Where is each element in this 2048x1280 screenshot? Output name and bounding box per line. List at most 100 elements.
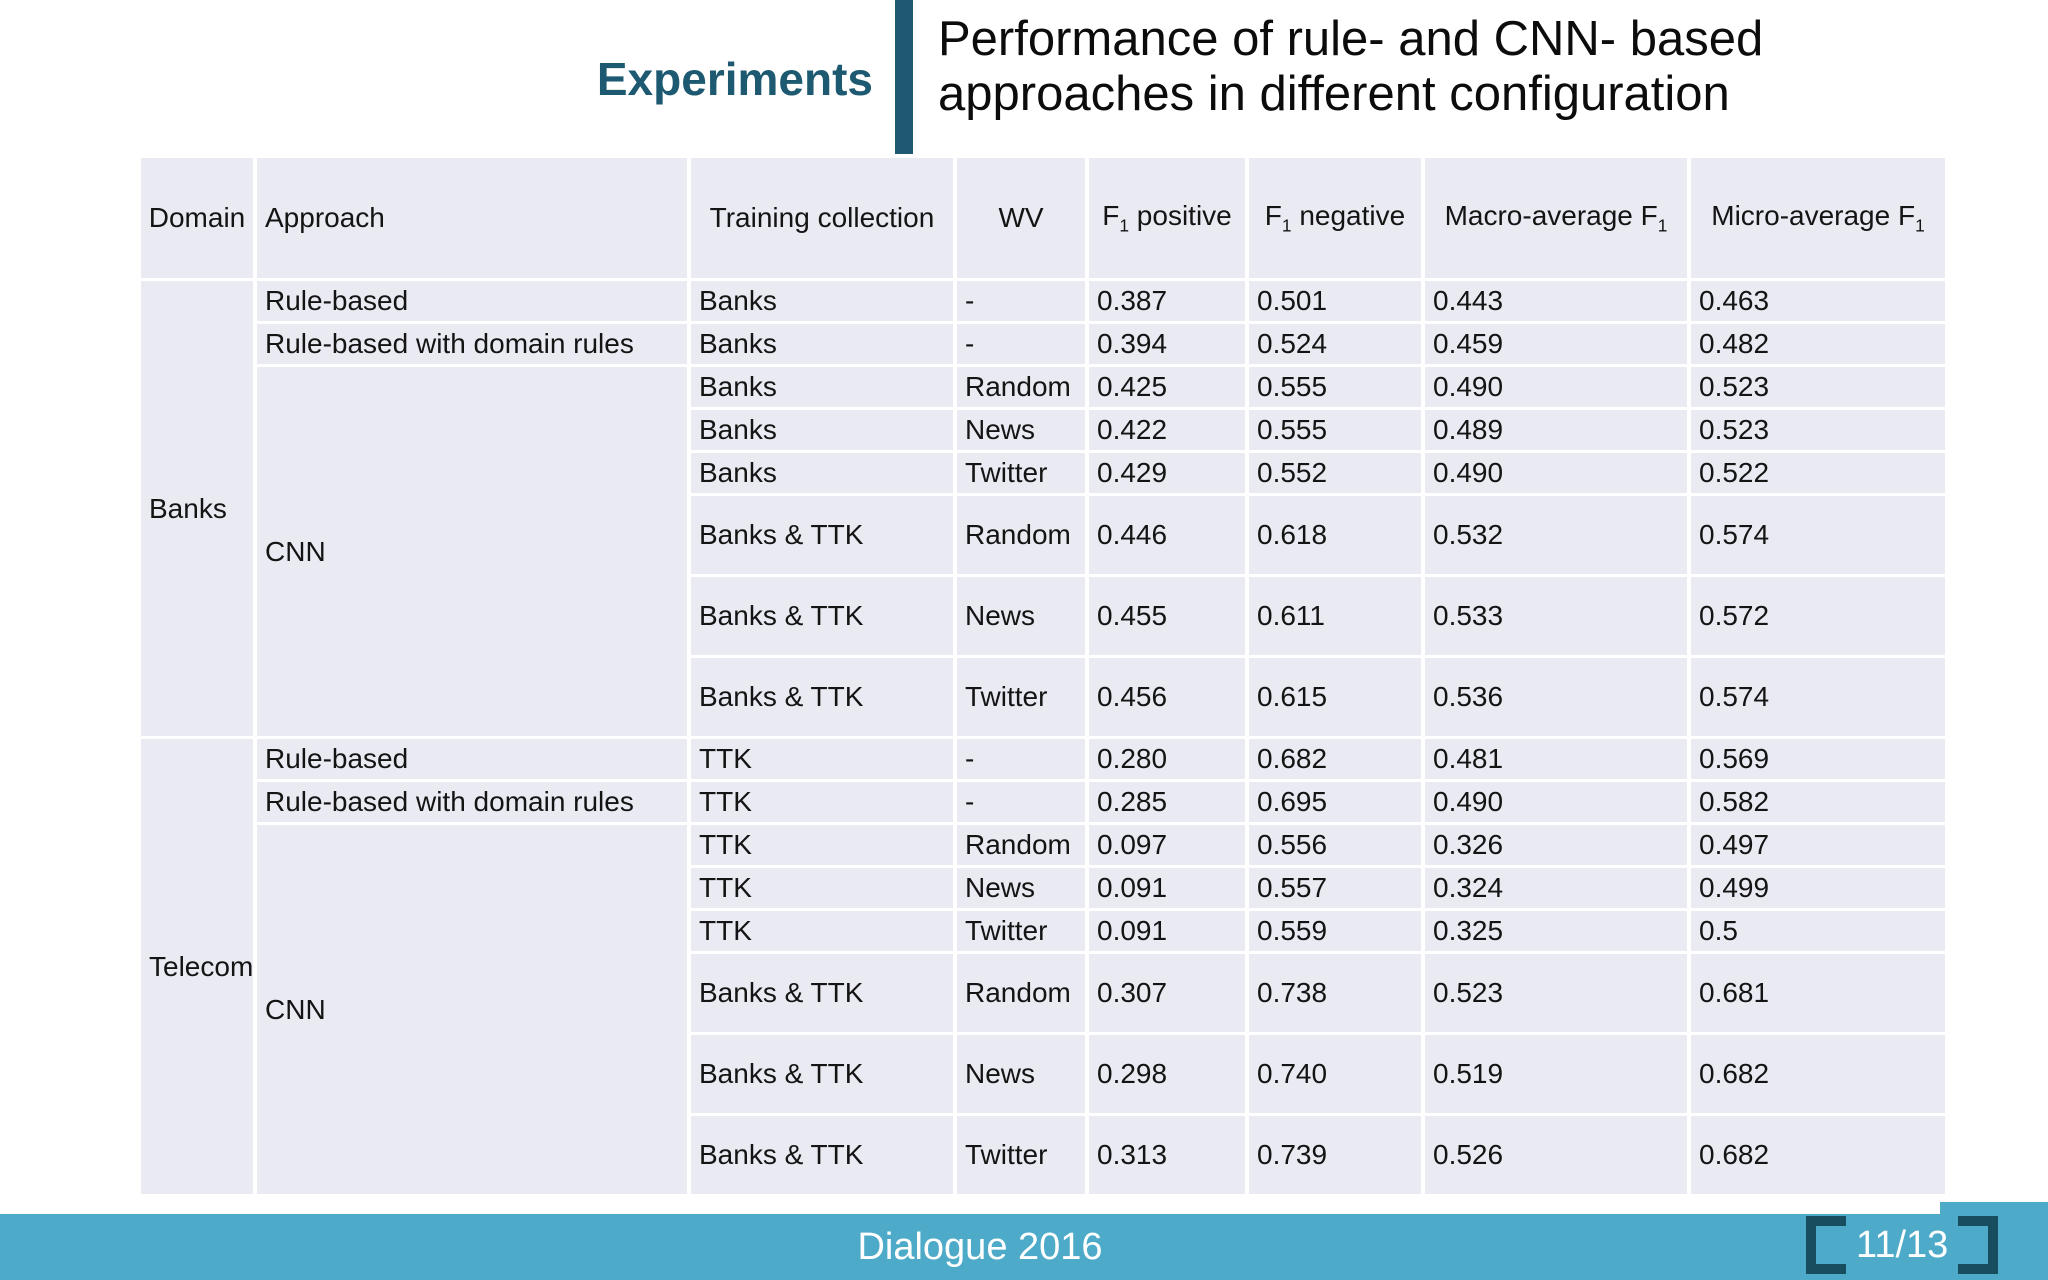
cell-f1-negative: 0.695 (1249, 782, 1421, 822)
header-micro-average-f1: Micro-average F1 (1691, 158, 1945, 278)
cell-f1-negative: 0.682 (1249, 739, 1421, 779)
cell-approach: Rule-based (257, 281, 687, 321)
conference-name: Dialogue 2016 (857, 1226, 1103, 1268)
cell-training: Banks & TTK (691, 1116, 953, 1194)
table-row: CNN TTK Random 0.097 0.556 0.326 0.497 (141, 825, 1945, 1194)
table-row: TTK Twitter 0.091 0.559 0.325 0.5 (141, 911, 1945, 951)
table-row: Banks & TTK Twitter 0.456 0.615 0.536 0.… (141, 658, 1945, 736)
cell-training: TTK (691, 825, 953, 865)
cell-micro-f1: 0.497 (1691, 825, 1945, 865)
cell-training: Banks (691, 324, 953, 364)
cell-wv: - (957, 324, 1085, 364)
cell-wv: - (957, 782, 1085, 822)
table-row: Banks News 0.422 0.555 0.489 0.523 (141, 410, 1945, 450)
cell-f1-positive: 0.446 (1089, 496, 1245, 574)
cell-f1-negative: 0.557 (1249, 868, 1421, 908)
cell-wv: Random (957, 496, 1085, 574)
cell-f1-positive: 0.091 (1089, 868, 1245, 908)
table-row: Rule-based with domain rules Banks - 0.3… (141, 324, 1945, 364)
cell-training: Banks (691, 281, 953, 321)
cell-f1-negative: 0.501 (1249, 281, 1421, 321)
cell-approach: CNN (257, 367, 687, 736)
header-f1-positive: F1 positive (1089, 158, 1245, 278)
header-wv: WV (957, 158, 1085, 278)
cell-micro-f1: 0.681 (1691, 954, 1945, 1032)
cell-training: TTK (691, 739, 953, 779)
table-row: TTK News 0.091 0.557 0.324 0.499 (141, 868, 1945, 908)
cell-f1-negative: 0.555 (1249, 367, 1421, 407)
results-table: Domain Approach Training collection WV F… (137, 155, 1949, 1197)
cell-domain: Banks (141, 281, 253, 736)
cell-training: Banks & TTK (691, 1035, 953, 1113)
cell-f1-negative: 0.524 (1249, 324, 1421, 364)
cell-f1-positive: 0.091 (1089, 911, 1245, 951)
header-divider-bar (895, 0, 913, 154)
slide-title-line1: Performance of rule- and CNN- based (938, 12, 1764, 66)
cell-macro-f1: 0.490 (1425, 782, 1687, 822)
cell-f1-negative: 0.738 (1249, 954, 1421, 1032)
cell-micro-f1: 0.523 (1691, 410, 1945, 450)
cell-micro-f1: 0.574 (1691, 658, 1945, 736)
cell-f1-negative: 0.740 (1249, 1035, 1421, 1113)
cell-micro-f1: 0.482 (1691, 324, 1945, 364)
cell-micro-f1: 0.522 (1691, 453, 1945, 493)
header-domain: Domain (141, 158, 253, 278)
cell-macro-f1: 0.532 (1425, 496, 1687, 574)
cell-micro-f1: 0.463 (1691, 281, 1945, 321)
cell-training: Banks (691, 367, 953, 407)
cell-macro-f1: 0.325 (1425, 911, 1687, 951)
slide-title: Performance of rule- and CNN- based appr… (938, 12, 1978, 122)
header-macro-average-f1: Macro-average F1 (1425, 158, 1687, 278)
cell-macro-f1: 0.533 (1425, 577, 1687, 655)
cell-macro-f1: 0.326 (1425, 825, 1687, 865)
table-row: CNN Banks Random 0.425 0.555 0.490 0.523 (141, 367, 1945, 736)
cell-training: Banks (691, 453, 953, 493)
cell-micro-f1: 0.572 (1691, 577, 1945, 655)
cell-wv: Twitter (957, 1116, 1085, 1194)
cell-approach: CNN (257, 825, 687, 1194)
cell-f1-positive: 0.298 (1089, 1035, 1245, 1113)
table-row: Telecom Rule-based TTK - 0.280 0.682 0.4… (141, 739, 1945, 1194)
cell-macro-f1: 0.324 (1425, 868, 1687, 908)
cell-wv: News (957, 577, 1085, 655)
cell-wv: Twitter (957, 453, 1085, 493)
cell-f1-negative: 0.559 (1249, 911, 1421, 951)
table-row: Banks & TTK Random 0.446 0.618 0.532 0.5… (141, 496, 1945, 574)
cell-f1-negative: 0.556 (1249, 825, 1421, 865)
cell-micro-f1: 0.499 (1691, 868, 1945, 908)
cell-domain: Telecom (141, 739, 253, 1194)
cell-training: Banks & TTK (691, 954, 953, 1032)
cell-wv: News (957, 868, 1085, 908)
cell-wv: Twitter (957, 658, 1085, 736)
cell-f1-positive: 0.097 (1089, 825, 1245, 865)
cell-f1-positive: 0.285 (1089, 782, 1245, 822)
cell-f1-positive: 0.425 (1089, 367, 1245, 407)
cell-micro-f1: 0.682 (1691, 1035, 1945, 1113)
cell-macro-f1-highlighted: 0.526 (1425, 1116, 1687, 1194)
cell-macro-f1: 0.489 (1425, 410, 1687, 450)
cell-training: TTK (691, 911, 953, 951)
section-label: Experiments (596, 53, 873, 105)
cell-micro-f1: 0.5 (1691, 911, 1945, 951)
slide-title-line2: approaches in different configuration (938, 67, 1730, 121)
cell-f1-negative: 0.739 (1249, 1116, 1421, 1194)
table-row: Rule-based with domain rules TTK - 0.285… (141, 782, 1945, 822)
table-row: Banks Rule-based Banks - 0.387 0.501 0.4… (141, 281, 1945, 736)
cell-micro-f1: 0.582 (1691, 782, 1945, 822)
cell-approach: Rule-based (257, 739, 687, 779)
table-header-row: Domain Approach Training collection WV F… (141, 158, 1945, 278)
cell-macro-f1: 0.490 (1425, 367, 1687, 407)
cell-f1-positive: 0.307 (1089, 954, 1245, 1032)
cell-approach: Rule-based with domain rules (257, 782, 687, 822)
cell-wv: - (957, 739, 1085, 779)
cell-wv: Random (957, 367, 1085, 407)
cell-wv: News (957, 1035, 1085, 1113)
cell-macro-f1-highlighted: 0.536 (1425, 658, 1687, 736)
cell-f1-positive: 0.394 (1089, 324, 1245, 364)
cell-macro-f1: 0.459 (1425, 324, 1687, 364)
cell-f1-negative: 0.555 (1249, 410, 1421, 450)
cell-training: TTK (691, 782, 953, 822)
header-approach: Approach (257, 158, 687, 278)
cell-macro-f1: 0.443 (1425, 281, 1687, 321)
